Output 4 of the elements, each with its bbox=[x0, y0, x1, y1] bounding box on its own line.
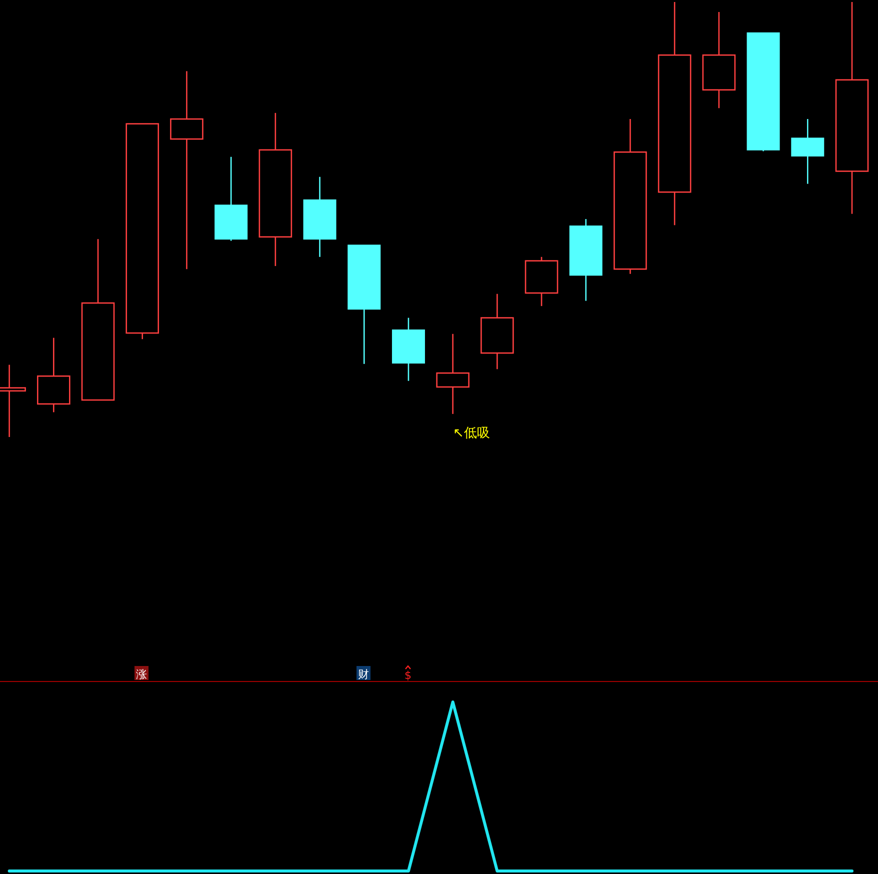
annotation: $ bbox=[404, 665, 412, 682]
annotation: 财 bbox=[356, 666, 370, 681]
annotation: ↖低吸 bbox=[453, 426, 490, 441]
annotation: 涨 bbox=[134, 666, 148, 681]
